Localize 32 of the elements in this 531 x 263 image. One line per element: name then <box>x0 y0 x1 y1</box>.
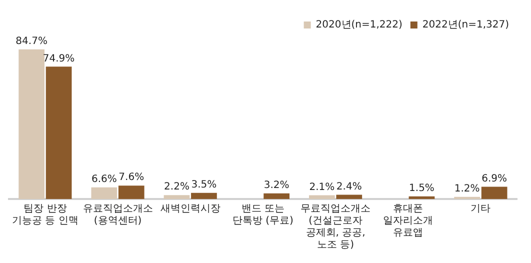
data-label: 3.2% <box>264 180 290 191</box>
data-label: 74.9% <box>42 53 75 64</box>
data-label: 1.2% <box>454 183 480 194</box>
bar <box>264 193 290 199</box>
x-tick-label: 팀장 반장 기능공 등 인맥 <box>12 204 78 227</box>
x-tick-label: 무료직업소개소 (건설근로자 공제회, 공공, 노조 등) <box>300 204 371 251</box>
bar <box>481 186 508 199</box>
bar <box>336 194 362 199</box>
data-label: 2.4% <box>336 181 362 192</box>
bar <box>191 192 217 199</box>
x-tick-label: 휴대폰 일자리소개 유료앱 <box>383 204 434 239</box>
bar <box>164 195 190 199</box>
legend-label: 2020년(n=1,222) <box>316 20 402 31</box>
data-label: 2.2% <box>164 182 190 193</box>
x-tick-label: 밴드 또는 단톡방 (무료) <box>232 204 294 227</box>
data-label: 7.6% <box>118 172 144 184</box>
bar <box>91 187 118 199</box>
x-tick-label: 기타 <box>470 204 491 215</box>
data-label: 1.5% <box>409 182 434 194</box>
bar <box>308 195 335 199</box>
x-tick-label: 새벽인력시장 <box>160 204 220 215</box>
x-tick-label: 유료직업소개소 (용역센터) <box>82 204 153 227</box>
data-label: 6.6% <box>91 174 117 185</box>
bar <box>46 66 72 199</box>
data-label: 6.9% <box>482 173 508 184</box>
data-label: 3.5% <box>191 179 217 190</box>
bar <box>18 49 44 199</box>
data-label: 84.7% <box>16 36 48 47</box>
bar <box>118 186 144 199</box>
bar <box>408 196 435 199</box>
data-label: 2.1% <box>309 182 335 193</box>
legend-label: 2022년(n=1,327) <box>422 20 510 31</box>
